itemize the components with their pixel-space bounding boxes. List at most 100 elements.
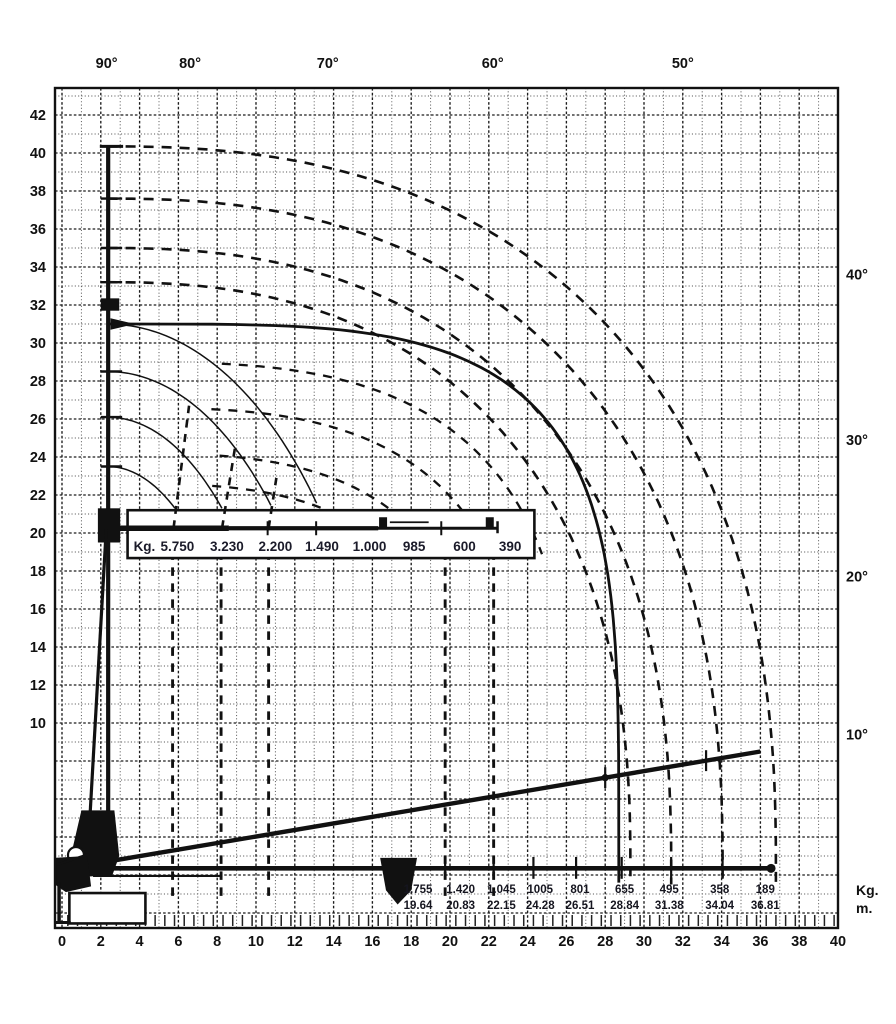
- y-tick-label: 14: [30, 640, 46, 656]
- boom-fold-arc: [107, 465, 176, 509]
- outreach-load-label: 1.420: [446, 884, 475, 896]
- outreach-load-label: 495: [660, 884, 680, 896]
- outreach-load-label: 801: [570, 884, 590, 896]
- plot-area: Kg. 5.750 3.230 2.200 1.490 1.000 985 600 390 1.7…: [56, 89, 837, 927]
- x-tick-label: 24: [520, 934, 536, 950]
- y-tick-label: 28: [30, 374, 46, 390]
- y-tick-label: 18: [30, 564, 46, 580]
- capacity-box: [126, 508, 536, 560]
- unit-label-kg: Kg.: [856, 882, 879, 898]
- angle-label-top: 90°: [96, 56, 118, 72]
- load-envelope-arc-dashed: [107, 280, 632, 885]
- load-envelope-arc-mid: [212, 484, 323, 510]
- x-tick-label: 38: [791, 934, 807, 950]
- capacity-box-label: 5.750: [161, 539, 195, 554]
- outreach-distance-label: 31.38: [655, 900, 684, 912]
- outrigger-arm: [56, 852, 90, 867]
- x-tick-label: 26: [558, 934, 574, 950]
- truck-bed: [68, 891, 147, 925]
- x-tick-label: 34: [714, 934, 730, 950]
- drop-line-stub: [172, 405, 191, 529]
- outreach-distance-label: 22.15: [487, 900, 516, 912]
- angle-label-top: 60°: [482, 56, 504, 72]
- load-envelope-arc-dashed: [107, 197, 724, 885]
- boom-knob: [485, 517, 494, 529]
- y-tick-label: 42: [30, 108, 46, 124]
- y-tick-label: 16: [30, 602, 46, 618]
- capacity-box-unit-label: Kg.: [134, 539, 156, 554]
- unit-label-m: m.: [856, 900, 872, 916]
- outreach-load-label: 655: [615, 884, 635, 896]
- boom-pivot-junction: [380, 857, 418, 905]
- y-tick-label: 20: [30, 526, 46, 542]
- boom-fold-arc: [107, 370, 272, 506]
- angle-label-right: 30°: [846, 433, 868, 449]
- capacity-box-label: 3.230: [210, 539, 244, 554]
- x-tick-label: 28: [597, 934, 613, 950]
- capacity-box-label: 985: [403, 539, 426, 554]
- crane-mast-lower: [87, 529, 108, 824]
- angle-label-top: 80°: [179, 56, 201, 72]
- outreach-distance-label: 24.28: [526, 900, 555, 912]
- x-tick-label: 20: [442, 934, 458, 950]
- crane-mast-arrow: [110, 318, 135, 330]
- boom-fold-arc: [107, 323, 318, 504]
- x-tick-label: 14: [326, 934, 342, 950]
- capacity-box-label: 2.200: [259, 539, 293, 554]
- x-tick-label: 16: [364, 934, 380, 950]
- x-tick-label: 12: [287, 934, 303, 950]
- angle-label-right: 40°: [846, 268, 868, 284]
- outreach-distance-label: 20.83: [446, 900, 475, 912]
- load-envelope-arc-mid: [211, 408, 492, 557]
- x-tick-label: 36: [752, 934, 768, 950]
- y-tick-label: 36: [30, 222, 46, 238]
- x-tick-label: 22: [481, 934, 497, 950]
- x-tick-label: 40: [830, 934, 846, 950]
- angle-label-right: 10°: [846, 727, 868, 743]
- boom-fold-arc: [107, 416, 223, 509]
- inclined-boom-knob: [601, 774, 609, 782]
- y-tick-label: 34: [30, 260, 46, 276]
- crane-mast-knob: [100, 298, 120, 311]
- load-envelope-arc-mid: [221, 362, 544, 555]
- outreach-distance-label: 34.04: [705, 900, 734, 912]
- outreach-load-label: 1005: [527, 884, 553, 896]
- outreach-load-label: 189: [756, 884, 775, 896]
- x-tick-label: 0: [58, 934, 66, 950]
- y-tick-label: 22: [30, 488, 46, 504]
- capacity-box-label: 390: [499, 539, 522, 554]
- ground-boom-end-cap: [766, 863, 776, 873]
- x-tick-label: 2: [97, 934, 105, 950]
- outreach-distance-label: 28.84: [610, 900, 639, 912]
- x-tick-label: 8: [213, 934, 221, 950]
- x-tick-label: 6: [174, 934, 182, 950]
- x-tick-label: 18: [403, 934, 419, 950]
- angle-label-right: 20°: [846, 570, 868, 586]
- inclined-boom: [106, 749, 761, 864]
- load-envelope-arc-solid: [107, 322, 621, 883]
- x-tick-label: 4: [136, 934, 144, 950]
- outreach-distance-label: 19.64: [404, 900, 433, 912]
- x-tick-label: 30: [636, 934, 652, 950]
- capacity-box-label: 1.490: [305, 539, 339, 554]
- y-tick-label: 40: [30, 146, 46, 162]
- angle-label-top: 50°: [672, 56, 694, 72]
- y-tick-label: 26: [30, 412, 46, 428]
- y-tick-label: 38: [30, 184, 46, 200]
- plot-border: [53, 86, 840, 930]
- capacity-box-label: 600: [453, 539, 476, 554]
- capacity-box-label: 1.000: [353, 539, 387, 554]
- y-tick-label: 30: [30, 336, 46, 352]
- outreach-distance-label: 36.81: [751, 900, 780, 912]
- outreach-distance-label: 26.51: [566, 900, 595, 912]
- mast-boom-junction: [97, 508, 121, 543]
- outreach-load-label: 1.045: [487, 884, 516, 896]
- angle-label-top: 70°: [317, 56, 339, 72]
- y-tick-label: 24: [30, 450, 46, 466]
- outreach-load-label: 358: [710, 884, 730, 896]
- crane-truck: [56, 810, 147, 925]
- y-tick-label: 10: [30, 716, 46, 732]
- outrigger-body: [56, 856, 92, 893]
